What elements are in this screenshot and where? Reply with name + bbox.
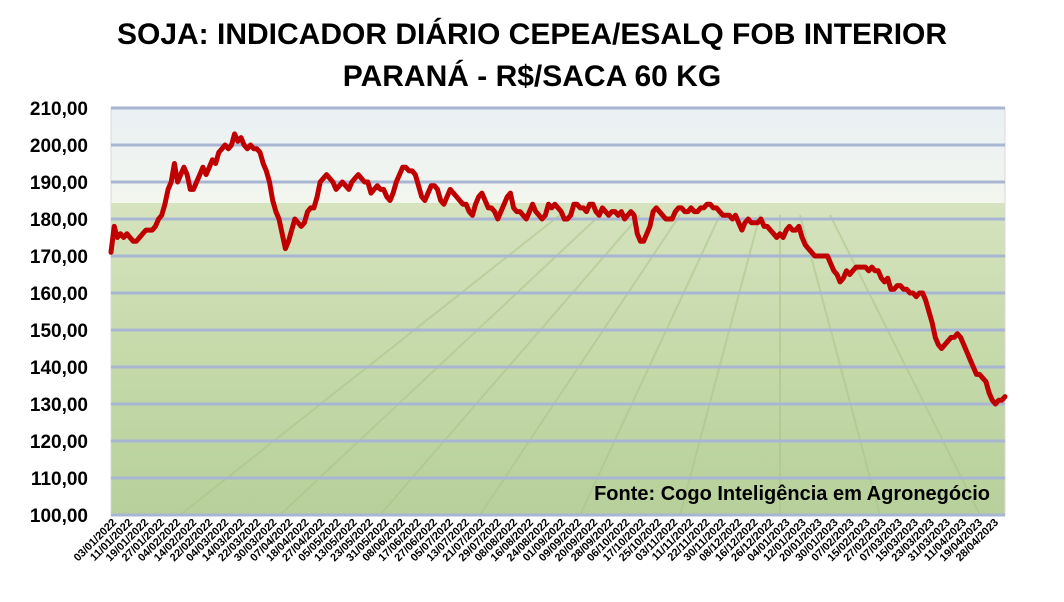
y-tick-label: 200,00 xyxy=(30,136,88,157)
y-tick-label: 130,00 xyxy=(30,395,88,416)
series-group xyxy=(108,131,1008,407)
y-tick-label: 110,00 xyxy=(31,469,88,490)
chart-subtitle: PARANÁ - R$/SACA 60 KG xyxy=(343,59,721,93)
y-tick-label: 150,00 xyxy=(30,321,88,342)
y-tick-label: 210,00 xyxy=(30,99,88,120)
y-tick-label: 180,00 xyxy=(30,210,88,231)
sky-background xyxy=(111,108,1005,203)
chart-title: SOJA: INDICADOR DIÁRIO CEPEA/ESALQ FOB I… xyxy=(117,17,947,51)
gridlines xyxy=(111,106,1005,517)
y-tick-label: 170,00 xyxy=(30,247,88,268)
y-tick-label: 120,00 xyxy=(30,432,88,453)
y-axis: 100,00 110,00 120,00 130,00 140,00 150,00 160,… xyxy=(30,99,88,527)
x-axis: 03/01/202211/01/202219/01/202227/01/2022… xyxy=(72,517,1001,564)
title-block: SOJA: INDICADOR DIÁRIO CEPEA/ESALQ FOB I… xyxy=(117,17,947,93)
series-line xyxy=(108,131,1008,407)
y-tick-label: 190,00 xyxy=(30,173,88,194)
plot-background xyxy=(110,107,1006,516)
y-tick-label: 100,00 xyxy=(30,506,88,527)
source-annotation: Fonte: Cogo Inteligência em Agronegócio xyxy=(594,483,990,505)
y-tick-label: 160,00 xyxy=(30,284,88,305)
crop-rows xyxy=(179,214,981,516)
field-background xyxy=(111,203,1005,515)
y-tick-label: 140,00 xyxy=(30,358,88,379)
